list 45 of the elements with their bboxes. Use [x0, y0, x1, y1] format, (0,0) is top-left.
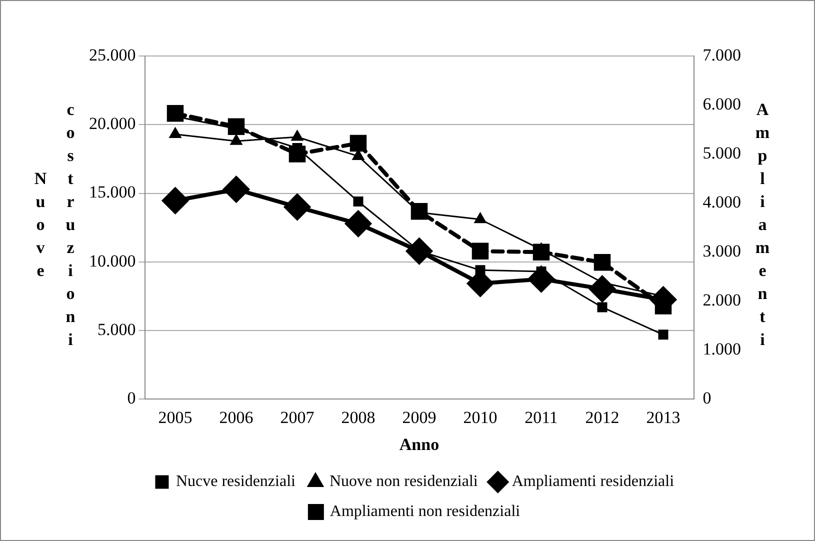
x-tick-label: 2006 [219, 408, 254, 427]
point [597, 302, 608, 312]
point [162, 188, 188, 214]
y2-tick-label: 6.000 [702, 94, 741, 114]
x-axis-title: Anno [399, 435, 440, 454]
point [474, 212, 486, 224]
y-tick-label: 0 [127, 388, 136, 408]
y2-tick-label: 3.000 [702, 242, 741, 261]
y-tick-label: 25.000 [89, 45, 136, 64]
x-tick-label: 2012 [585, 408, 620, 427]
point [472, 242, 489, 260]
legend-label: Nuove non residenziali [329, 473, 478, 490]
point [223, 176, 250, 202]
legend-label: Ampliamenti residenziali [512, 473, 675, 490]
y2-tick-label: 1.000 [702, 340, 741, 359]
x-tick-label: 2007 [280, 408, 315, 427]
point [169, 128, 182, 138]
point [475, 265, 486, 276]
y2-axis-title: Ampliamenti [752, 100, 773, 352]
legend-label: Nucve residenziali [176, 473, 296, 490]
y-tick-label: 10.000 [89, 251, 136, 270]
point [353, 196, 364, 207]
y-tick-label: 20.000 [89, 114, 136, 134]
x-tick-label: 2009 [402, 408, 436, 427]
point [594, 254, 611, 271]
y2-tick-label: 4.000 [702, 192, 741, 212]
x-tick-label: 2008 [341, 408, 376, 427]
x-tick-label: 2011 [524, 408, 558, 427]
point [291, 130, 304, 141]
x-tick-label: 2010 [463, 408, 498, 427]
point [284, 194, 310, 220]
y-axis-title: Nuove costruzioni [30, 100, 81, 352]
point [345, 210, 372, 237]
y2-tick-label: 5.000 [702, 144, 741, 163]
y-tick-label: 15.000 [89, 182, 136, 202]
y2-tick-label: 7.000 [702, 45, 741, 64]
y2-tick-label: 0 [702, 388, 712, 408]
y2-tick-label: 2.000 [702, 290, 741, 310]
point [350, 134, 367, 152]
x-tick-label: 2005 [158, 408, 192, 427]
y-tick-label: 5.000 [98, 320, 136, 340]
x-tick-label: 2013 [646, 408, 680, 427]
legend-label: Ampliamenti non residenziali [330, 503, 521, 520]
point [230, 134, 242, 145]
point [658, 330, 668, 340]
